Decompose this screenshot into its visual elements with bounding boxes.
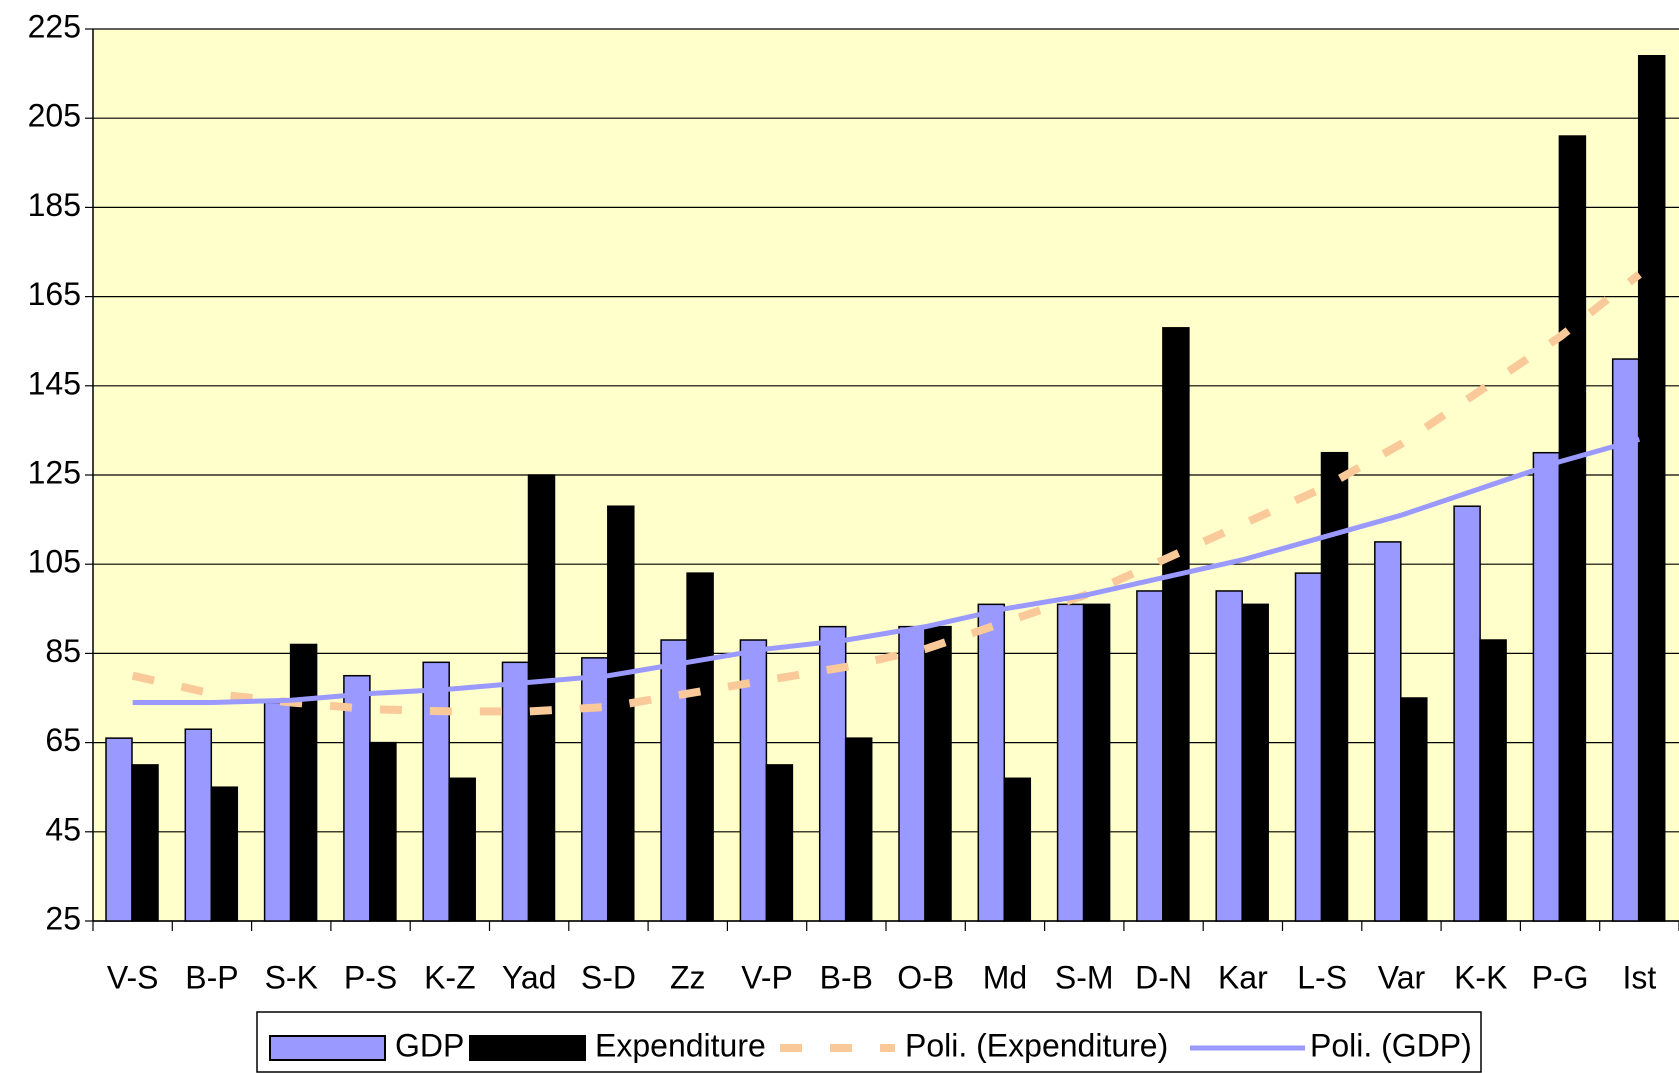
- bar: [1453, 505, 1481, 922]
- y-tick-label: 185: [28, 187, 81, 223]
- y-tick-label: 125: [28, 454, 81, 490]
- bar: [1003, 777, 1032, 922]
- bar: [818, 625, 847, 922]
- x-tick-label: V-S: [107, 959, 159, 995]
- y-tick-label: 165: [28, 276, 81, 312]
- legend-label: Poli. (GDP): [1310, 1027, 1472, 1063]
- x-tick-label: Md: [983, 959, 1027, 995]
- bar: [527, 474, 556, 922]
- y-tick-label: 105: [28, 544, 81, 580]
- bar: [1294, 572, 1323, 922]
- x-tick-label: B-P: [185, 959, 238, 995]
- bar: [844, 737, 873, 922]
- x-tick-label: Kar: [1218, 959, 1268, 995]
- y-tick-label: 205: [28, 98, 81, 134]
- bar: [131, 764, 159, 922]
- bar: [898, 625, 926, 922]
- x-tick-label: Ist: [1622, 959, 1656, 995]
- bar: [686, 572, 714, 922]
- x-tick-label: S-D: [581, 959, 636, 995]
- y-tick-label: 225: [28, 8, 81, 44]
- bar: [1162, 327, 1190, 922]
- x-tick-label: S-K: [265, 959, 318, 995]
- bar: [765, 764, 794, 922]
- x-tick-label: O-B: [897, 959, 954, 995]
- bar: [210, 786, 239, 922]
- bar: [607, 505, 635, 922]
- bar: [1400, 697, 1428, 922]
- x-tick-label: V-P: [741, 959, 793, 995]
- x-tick-label: D-N: [1135, 959, 1192, 995]
- x-tick-label: P-S: [344, 959, 397, 995]
- y-tick-label: 65: [45, 722, 81, 758]
- bar: [1611, 358, 1640, 922]
- legend-label: Expenditure: [595, 1027, 766, 1063]
- bar: [263, 701, 292, 922]
- legend-label: Poli. (Expenditure): [905, 1027, 1168, 1063]
- x-tick-label: Yad: [502, 959, 557, 995]
- bar: [1374, 541, 1402, 922]
- x-tick-label: L-S: [1297, 959, 1347, 995]
- trend-line: [132, 436, 1641, 705]
- bar: [1082, 603, 1111, 922]
- bar: [289, 643, 318, 922]
- trend-line: [131, 271, 1642, 716]
- legend: GDP Expenditure Poli. (Expenditure) Poli. (…: [256, 1011, 1482, 1073]
- bar: [343, 674, 371, 922]
- bar: [581, 657, 609, 922]
- y-tick-label: 45: [45, 811, 81, 847]
- x-tick-label: B-B: [820, 959, 873, 995]
- bar: [660, 639, 688, 922]
- bar: [1241, 603, 1269, 922]
- x-tick-label: K-K: [1454, 959, 1507, 995]
- bar: [448, 777, 476, 922]
- legend-box: [256, 1011, 1482, 1073]
- x-tick-label: P-G: [1532, 959, 1589, 995]
- bar: [105, 737, 133, 922]
- y-tick-label: 145: [28, 365, 81, 401]
- legend-swatch: [269, 1035, 386, 1061]
- x-tick-label: Zz: [670, 959, 706, 995]
- legend-label: GDP: [395, 1027, 464, 1063]
- bar: [1558, 135, 1587, 922]
- legend-swatch: [469, 1035, 586, 1061]
- bar: [924, 625, 952, 922]
- bar: [422, 661, 450, 922]
- bar: [1532, 451, 1561, 922]
- bar: [1637, 55, 1666, 922]
- bar: [1215, 590, 1243, 922]
- bar: [369, 741, 397, 922]
- bar: [184, 728, 213, 922]
- bar: [501, 661, 530, 922]
- bar: [1479, 639, 1507, 922]
- bar: [1136, 590, 1164, 922]
- x-tick-label: K-Z: [424, 959, 476, 995]
- bar: [1320, 451, 1349, 922]
- bar: [1056, 603, 1085, 922]
- x-tick-label: S-M: [1055, 959, 1114, 995]
- bar: [977, 603, 1006, 922]
- x-tick-label: Var: [1378, 959, 1426, 995]
- y-tick-label: 25: [45, 900, 81, 936]
- y-tick-label: 85: [45, 633, 81, 669]
